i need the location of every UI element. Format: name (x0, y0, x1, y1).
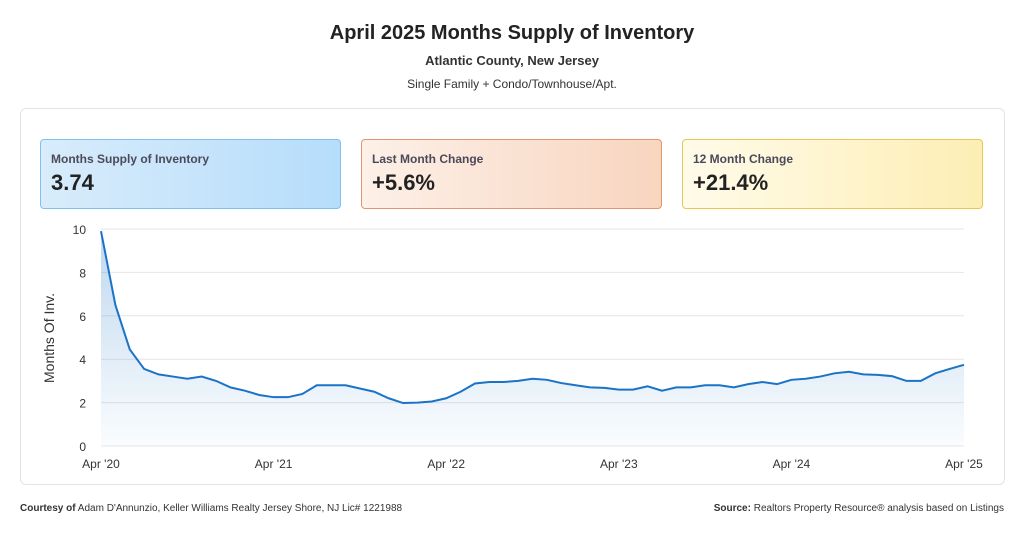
data-point (733, 386, 735, 388)
data-point (905, 380, 907, 382)
data-point (934, 372, 936, 374)
data-point (114, 304, 116, 306)
data-point (272, 396, 274, 398)
data-point (747, 383, 749, 385)
data-point (157, 373, 159, 375)
data-point (445, 397, 447, 399)
data-point (589, 386, 591, 388)
data-point (675, 386, 677, 388)
data-point (819, 375, 821, 377)
data-point (920, 380, 922, 382)
data-point (373, 391, 375, 393)
data-point (718, 384, 720, 386)
y-tick-label: 8 (79, 266, 86, 280)
data-point (503, 381, 505, 383)
data-point (172, 375, 174, 377)
data-point (560, 382, 562, 384)
data-point (877, 374, 879, 376)
chart-subtitle: Atlantic County, New Jersey (425, 53, 599, 68)
data-point (790, 379, 792, 381)
data-point (488, 381, 490, 383)
series-line (100, 230, 965, 405)
data-point (833, 372, 835, 374)
data-point (229, 386, 231, 388)
data-point (431, 400, 433, 402)
x-tick-label: Apr '22 (427, 457, 465, 471)
data-point (603, 387, 605, 389)
data-point (330, 384, 332, 386)
data-point (661, 389, 663, 391)
data-point (963, 364, 965, 366)
data-point (186, 378, 188, 380)
data-point (574, 384, 576, 386)
data-point (215, 380, 217, 382)
data-point (287, 396, 289, 398)
data-point (143, 368, 145, 370)
data-point (258, 394, 260, 396)
x-tick-label: Apr '21 (255, 457, 293, 471)
data-point (100, 230, 102, 232)
data-point (517, 380, 519, 382)
data-point (387, 397, 389, 399)
data-point (344, 384, 346, 386)
data-point (805, 378, 807, 380)
data-point (891, 375, 893, 377)
data-point (316, 384, 318, 386)
x-tick-label: Apr '25 (945, 457, 983, 471)
data-point (244, 389, 246, 391)
data-point (618, 388, 620, 390)
data-point (948, 368, 950, 370)
last-month-change-label: Last Month Change (372, 152, 484, 166)
x-tick-label: Apr '23 (600, 457, 638, 471)
months-supply-card: Months Supply of Inventory 3.74 (40, 139, 341, 209)
data-point (416, 401, 418, 403)
y-axis-label: Months Of Inv. (41, 293, 57, 383)
y-tick-label: 0 (79, 440, 86, 454)
data-point (704, 384, 706, 386)
data-point (776, 383, 778, 385)
data-point (200, 375, 202, 377)
x-axis-ticks: Apr '20 Apr '21 Apr '22 Apr '23 Apr '24 Apr '… (82, 457, 983, 471)
data-point (646, 385, 648, 387)
twelve-month-change-card: 12 Month Change +21.4% (682, 139, 983, 209)
data-point (862, 373, 864, 375)
y-tick-label: 10 (73, 223, 87, 237)
months-supply-label: Months Supply of Inventory (51, 152, 209, 166)
chart-title: April 2025 Months Supply of Inventory (329, 22, 695, 44)
series-area (101, 231, 964, 446)
x-tick-label: Apr '20 (82, 457, 120, 471)
property-type-caption: Single Family + Condo/Townhouse/Apt. (407, 77, 617, 91)
data-point (546, 379, 548, 381)
y-tick-label: 2 (79, 397, 86, 411)
data-point (531, 378, 533, 380)
data-point (459, 391, 461, 393)
courtesy-text: Adam D'Annunzio, Keller Williams Realty … (77, 503, 403, 514)
y-tick-label: 4 (79, 353, 86, 367)
data-point (301, 393, 303, 395)
data-point (359, 387, 361, 389)
last-month-change-value: +5.6% (372, 170, 435, 195)
source-footer: Source: Realtors Property Resource® anal… (714, 503, 1004, 514)
data-point (474, 382, 476, 384)
courtesy-label: Courtesy of (20, 503, 76, 514)
twelve-month-change-value: +21.4% (693, 170, 769, 195)
data-point (402, 402, 404, 404)
data-point (761, 381, 763, 383)
y-tick-label: 6 (79, 310, 86, 324)
courtesy-footer: Courtesy of Adam D'Annunzio, Keller Will… (20, 503, 402, 514)
data-point (690, 386, 692, 388)
data-point (848, 371, 850, 373)
y-axis-ticks: 0 2 4 6 8 10 (73, 223, 87, 454)
x-tick-label: Apr '24 (773, 457, 811, 471)
source-text: Realtors Property Resource® analysis bas… (753, 503, 1004, 514)
last-month-change-card: Last Month Change +5.6% (361, 139, 662, 209)
months-supply-value: 3.74 (51, 170, 94, 195)
data-point (632, 388, 634, 390)
source-label: Source: (713, 503, 751, 514)
twelve-month-change-label: 12 Month Change (693, 152, 794, 166)
data-point (129, 348, 131, 350)
